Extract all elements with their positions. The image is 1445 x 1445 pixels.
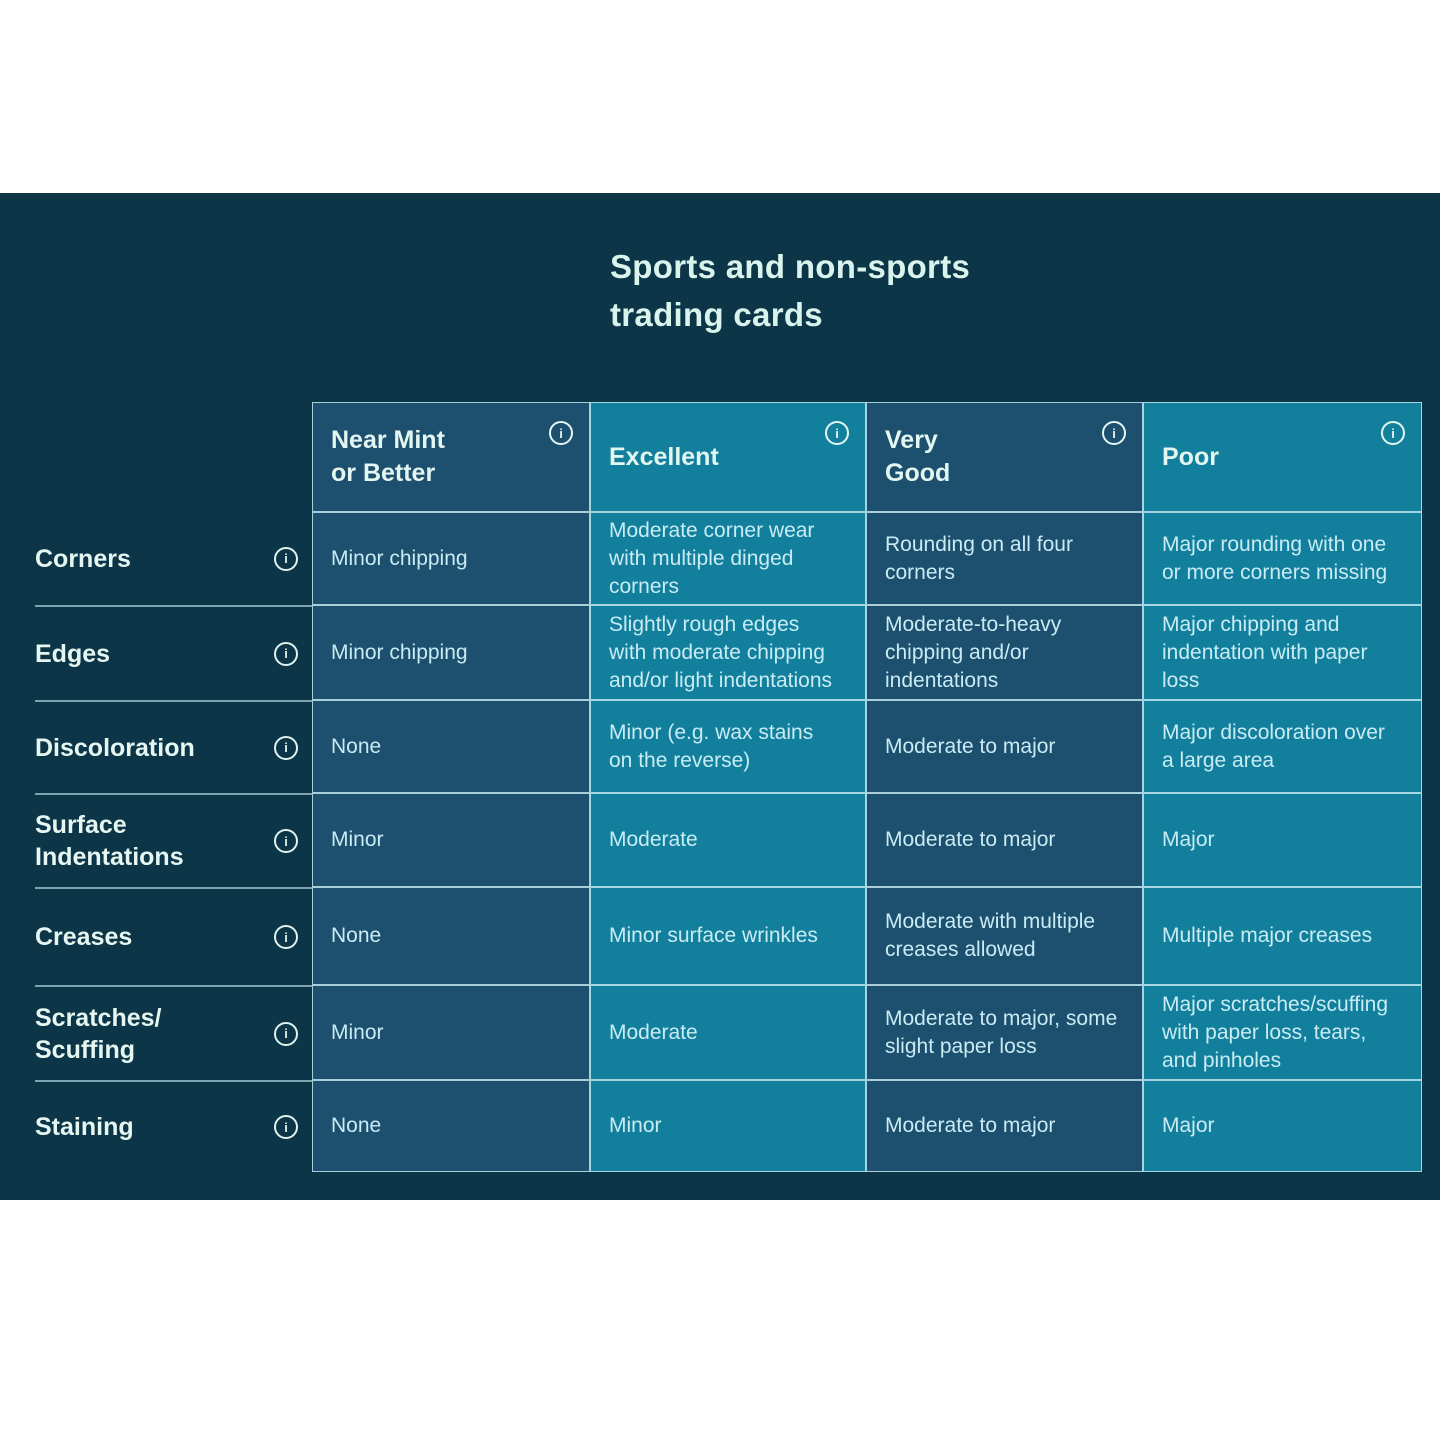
table-cell: Moderate with multiple creases allowed [866, 887, 1143, 985]
row-header-creases: Creases i [35, 887, 312, 985]
cell-text: None [331, 924, 382, 947]
table-cell: Rounding on all four corners [866, 512, 1143, 605]
table-cell: Slightly rough edges with moderate chipp… [590, 605, 866, 700]
info-icon[interactable]: i [274, 546, 298, 571]
cell-text: Minor chipping [331, 546, 468, 570]
row-header-label: Staining [35, 1113, 134, 1141]
info-icon[interactable]: i [1381, 421, 1405, 445]
row-header-corners: Corners i [35, 512, 312, 605]
table-cell: Moderate-to-heavy chipping and/or indent… [866, 605, 1143, 700]
info-icon[interactable]: i [274, 925, 298, 949]
row-header-discoloration: Discoloration i [35, 700, 312, 793]
cell-text: Moderate to major [885, 734, 1056, 758]
cell-text: Major [1162, 828, 1215, 851]
cell-text: Rounding on all four corners [885, 532, 1073, 584]
row-header-scratches-scuffing: Scratches/ Scuffing i [35, 985, 312, 1080]
row-header-label: Scratches/ Scuffing [35, 1003, 162, 1064]
info-icon[interactable]: i [549, 421, 573, 445]
cell-text: Minor surface wrinkles [609, 924, 818, 947]
column-header-label: Excellent [609, 442, 719, 471]
info-icon[interactable]: i [274, 641, 298, 666]
column-header-label: Near Mint or Better [331, 426, 445, 487]
table-cell: Minor (e.g. wax stains on the reverse) [590, 700, 866, 793]
table-cell: Major [1143, 1080, 1422, 1172]
cell-text: Major discoloration over a large area [1162, 720, 1385, 772]
cell-text: Minor chipping [331, 640, 468, 664]
table-cell: Moderate [590, 793, 866, 887]
column-header-excellent: Excellent i [590, 402, 866, 512]
table-cell: Minor [312, 985, 590, 1080]
row-header-label: Edges [35, 639, 111, 668]
cell-text: Major rounding with one or more corners … [1162, 532, 1388, 584]
cell-text: Major scratches/scuffing with paper loss… [1162, 992, 1389, 1072]
table-cell: Minor chipping [312, 605, 590, 700]
table-cell: Moderate [590, 985, 866, 1080]
cell-text: Moderate to major [885, 828, 1056, 851]
cell-text: Slightly rough edges with moderate chipp… [609, 612, 832, 692]
cell-text: Moderate to major, some slight paper los… [885, 1006, 1118, 1058]
cell-text: Minor [331, 828, 384, 851]
cell-text: Minor [609, 1114, 662, 1137]
cell-text: Major chipping and indentation with pape… [1162, 612, 1368, 692]
table-cell: Moderate to major [866, 700, 1143, 793]
info-icon[interactable]: i [274, 1115, 298, 1139]
cell-text: Moderate [609, 828, 698, 851]
grading-table: Near Mint or Better i Excellent i Very G… [35, 402, 1422, 1172]
row-header-label: Corners [35, 544, 131, 573]
table-cell: Moderate to major [866, 793, 1143, 887]
table-cell: None [312, 1080, 590, 1172]
row-header-staining: Staining i [35, 1080, 312, 1172]
table-cell: Major chipping and indentation with pape… [1143, 605, 1422, 700]
column-header-near-mint: Near Mint or Better i [312, 402, 590, 512]
info-icon[interactable]: i [825, 421, 849, 445]
table-cell: Minor [312, 793, 590, 887]
table-cell: None [312, 887, 590, 985]
table-cell: Minor [590, 1080, 866, 1172]
row-header-label: Discoloration [35, 733, 195, 762]
cell-text: Moderate corner wear with multiple dinge… [609, 518, 815, 598]
cell-text: None [331, 1114, 382, 1137]
table-cell: Moderate to major [866, 1080, 1143, 1172]
info-icon[interactable]: i [274, 829, 298, 853]
table-cell: Minor chipping [312, 512, 590, 605]
table-cell: Major [1143, 793, 1422, 887]
cell-text: Moderate-to-heavy chipping and/or indent… [885, 612, 1062, 692]
table-cell: Major scratches/scuffing with paper loss… [1143, 985, 1422, 1080]
info-icon[interactable]: i [274, 735, 298, 760]
row-header-label: Surface Indentations [35, 811, 184, 871]
row-header-edges: Edges i [35, 605, 312, 700]
table-cell: Major rounding with one or more corners … [1143, 512, 1422, 605]
cell-text: Minor [331, 1020, 384, 1044]
table-cell: Minor surface wrinkles [590, 887, 866, 985]
cell-text: Moderate to major [885, 1114, 1056, 1137]
cell-text: Multiple major creases [1162, 924, 1373, 947]
column-header-poor: Poor i [1143, 402, 1422, 512]
row-header-label: Creases [35, 923, 133, 951]
cell-text: Moderate with multiple creases allowed [885, 910, 1096, 961]
info-icon[interactable]: i [1102, 421, 1126, 445]
cell-text: Minor (e.g. wax stains on the reverse) [609, 720, 814, 772]
column-header-label: Very Good [885, 426, 951, 487]
cell-text: None [331, 734, 382, 758]
table-cell: Multiple major creases [1143, 887, 1422, 985]
page-title: Sports and non-sports trading cards [610, 248, 971, 333]
column-header-very-good: Very Good i [866, 402, 1143, 512]
table-cell: None [312, 700, 590, 793]
cell-text: Major [1162, 1114, 1215, 1137]
info-icon[interactable]: i [274, 1021, 298, 1046]
table-cell: Moderate to major, some slight paper los… [866, 985, 1143, 1080]
cell-text: Moderate [609, 1020, 698, 1044]
corner-spacer [35, 402, 312, 512]
table-cell: Major discoloration over a large area [1143, 700, 1422, 793]
table-cell: Moderate corner wear with multiple dinge… [590, 512, 866, 605]
column-header-label: Poor [1162, 442, 1219, 471]
row-header-surface-indentations: Surface Indentations i [35, 793, 312, 887]
